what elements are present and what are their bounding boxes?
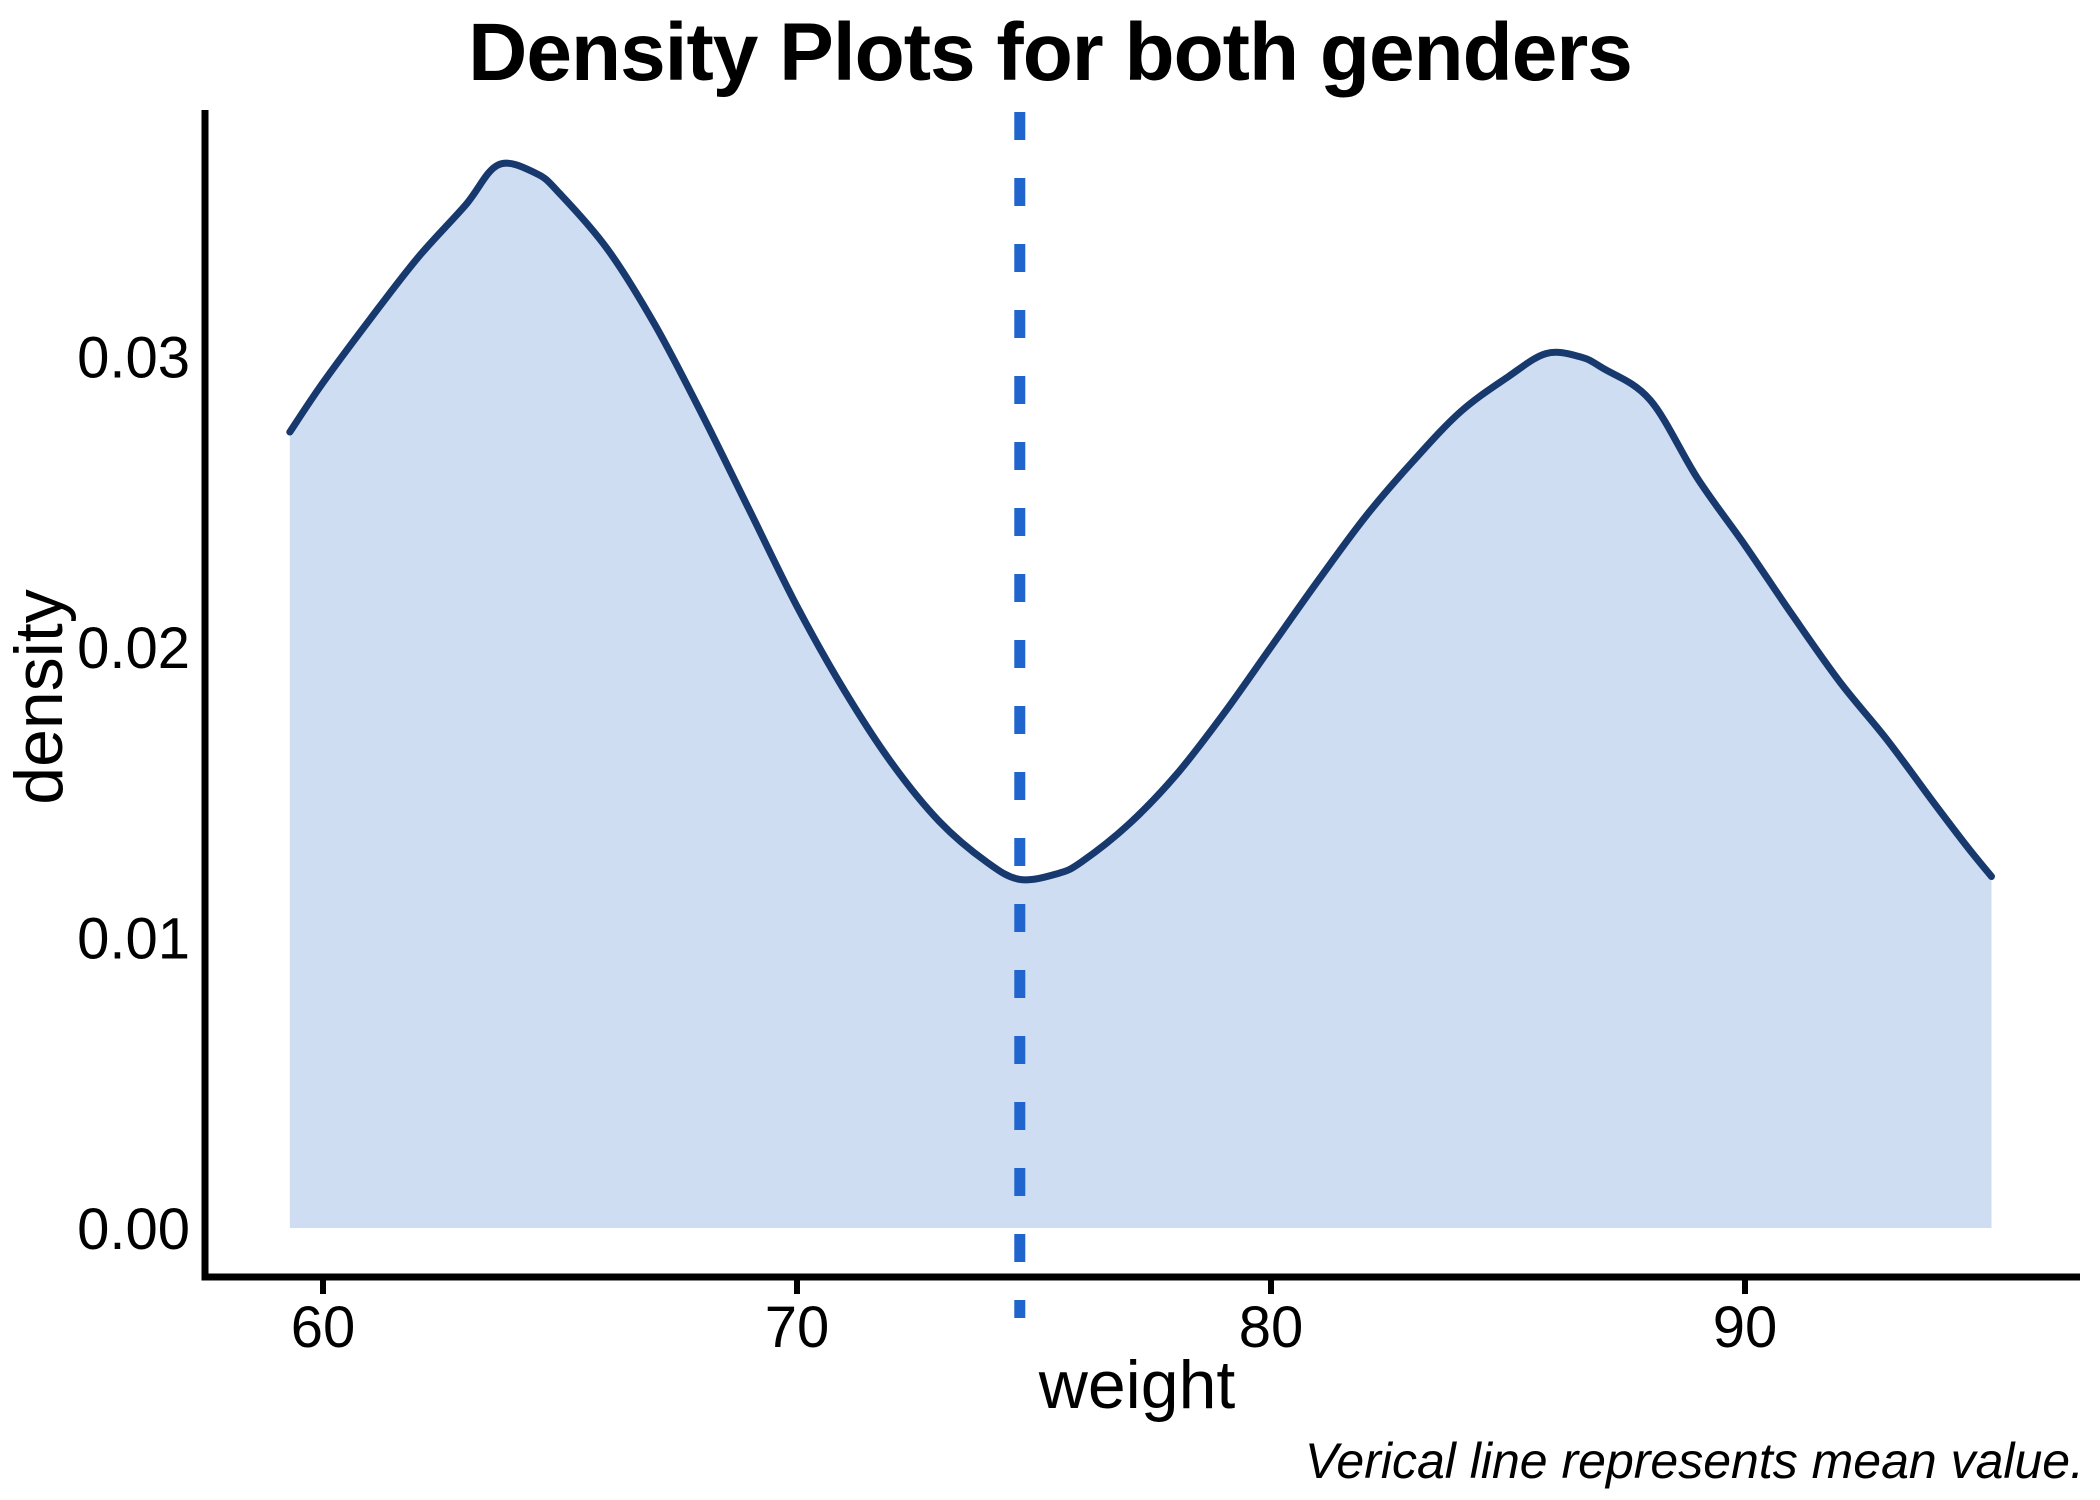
chart-title: Density Plots for both genders [468, 7, 1632, 98]
x-tick-label: 90 [1713, 1295, 1778, 1360]
y-tick-label: 0.00 [77, 1197, 190, 1262]
y-axis-tick-labels: 0.00 0.01 0.02 0.03 [77, 326, 190, 1263]
y-tick-label: 0.01 [77, 907, 190, 972]
y-tick-label: 0.02 [77, 616, 190, 681]
y-axis-label: density [1, 589, 77, 804]
y-tick-label: 0.03 [77, 326, 190, 391]
x-axis-ticks: 60 70 80 90 [291, 1277, 1778, 1360]
x-tick-label: 80 [1239, 1295, 1304, 1360]
x-tick-label: 60 [291, 1295, 356, 1360]
density-curve-line [286, 159, 1995, 884]
mean-line-footnote: Verical line represents mean value. [1305, 1433, 2084, 1489]
x-axis-label: weight [1038, 1347, 1236, 1423]
density-area-fill [289, 163, 1992, 1229]
x-tick-label: 70 [765, 1295, 830, 1360]
